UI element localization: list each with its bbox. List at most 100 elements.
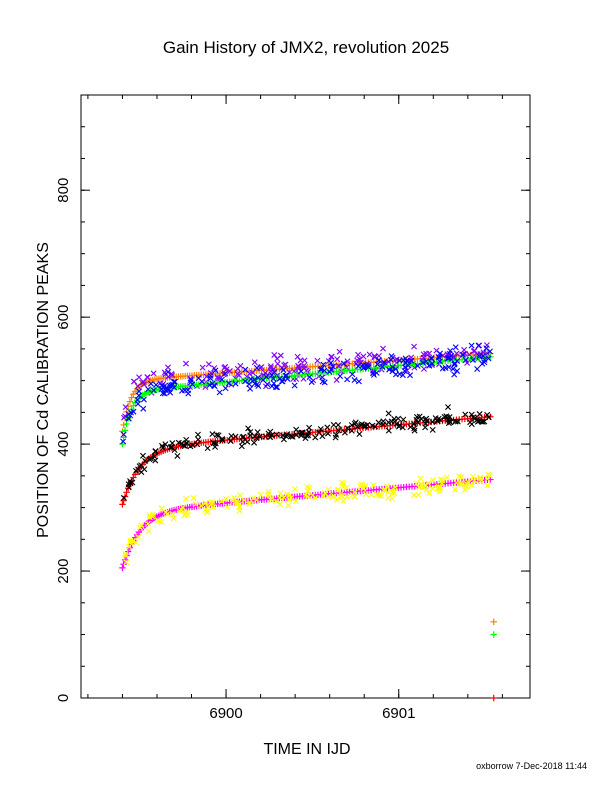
data-point	[445, 420, 452, 427]
data-point	[481, 359, 488, 366]
data-point	[272, 384, 279, 391]
data-point	[284, 491, 291, 498]
data-point	[355, 378, 362, 385]
data-point	[184, 511, 191, 518]
data-point	[120, 560, 127, 568]
data-point	[247, 385, 254, 392]
data-point	[396, 357, 403, 364]
plot-frame	[80, 94, 531, 699]
data-point	[376, 492, 383, 499]
data-point	[222, 495, 229, 502]
data-point	[122, 404, 129, 411]
data-point	[490, 631, 497, 638]
data-point	[140, 396, 147, 403]
data-point	[145, 386, 152, 393]
data-point	[130, 378, 137, 385]
data-point	[126, 543, 133, 550]
data-point	[216, 389, 223, 396]
data-point	[386, 366, 393, 373]
data-point	[295, 363, 302, 370]
data-point	[314, 357, 321, 364]
data-point	[165, 364, 171, 371]
data-point	[239, 434, 246, 441]
data-point	[468, 342, 475, 349]
data-point	[144, 374, 151, 381]
data-point	[165, 369, 172, 376]
data-point	[413, 480, 420, 487]
data-point	[391, 490, 398, 497]
data-point	[360, 484, 367, 491]
data-point	[437, 350, 443, 357]
data-point	[253, 364, 260, 371]
y-tick-label: 600	[55, 305, 72, 330]
data-point	[130, 408, 137, 415]
data-point	[306, 374, 313, 381]
data-point	[226, 368, 233, 374]
data-point	[463, 480, 470, 487]
data-point	[457, 480, 464, 487]
data-point	[429, 485, 436, 492]
data-point	[189, 442, 196, 449]
data-point	[447, 347, 454, 354]
data-point	[443, 474, 450, 481]
data-marks	[119, 342, 497, 702]
data-point	[286, 496, 293, 503]
data-point	[334, 356, 341, 363]
data-point	[128, 394, 135, 401]
data-point	[210, 504, 217, 511]
data-point	[155, 517, 162, 524]
data-point	[278, 378, 285, 385]
data-point	[317, 426, 324, 433]
data-point	[355, 363, 362, 370]
data-point	[150, 387, 157, 394]
data-point	[251, 359, 258, 366]
data-point	[429, 360, 436, 367]
data-point	[232, 380, 239, 387]
y-tick-label: 800	[55, 178, 72, 203]
data-point	[158, 386, 165, 393]
data-point	[385, 494, 392, 501]
data-point	[399, 372, 406, 379]
data-point	[280, 436, 287, 443]
data-point	[390, 488, 397, 495]
data-point	[282, 372, 289, 379]
data-point	[400, 416, 407, 423]
data-point	[351, 493, 358, 500]
data-point	[293, 431, 300, 438]
data-point	[445, 404, 452, 411]
data-point	[209, 500, 216, 507]
data-point	[244, 438, 251, 445]
data-point	[272, 498, 279, 505]
footer-timestamp: oxborrow 7-Dec-2018 11:44	[476, 761, 587, 771]
data-point	[383, 483, 390, 490]
data-point	[423, 415, 430, 422]
data-point	[411, 343, 418, 350]
data-point	[291, 382, 298, 389]
data-point	[385, 427, 392, 434]
data-point	[411, 364, 418, 371]
data-point	[162, 441, 169, 448]
data-point	[321, 490, 328, 497]
data-point	[368, 491, 375, 498]
data-point	[308, 379, 315, 386]
data-point	[348, 422, 355, 429]
data-point	[324, 424, 331, 431]
data-point	[445, 364, 452, 371]
data-point	[407, 372, 414, 379]
data-point	[245, 425, 252, 432]
data-point	[391, 418, 398, 425]
data-point	[239, 438, 246, 445]
data-point	[247, 432, 254, 439]
data-point	[490, 694, 497, 702]
data-point	[474, 366, 481, 372]
data-point	[335, 421, 342, 428]
data-point	[141, 466, 148, 473]
data-point	[338, 479, 345, 486]
data-point	[385, 410, 392, 417]
data-point	[180, 442, 187, 449]
data-point	[481, 356, 488, 363]
y-tick-label: 400	[55, 432, 72, 457]
data-point	[379, 363, 386, 370]
data-point	[454, 418, 461, 425]
data-point	[360, 485, 367, 492]
